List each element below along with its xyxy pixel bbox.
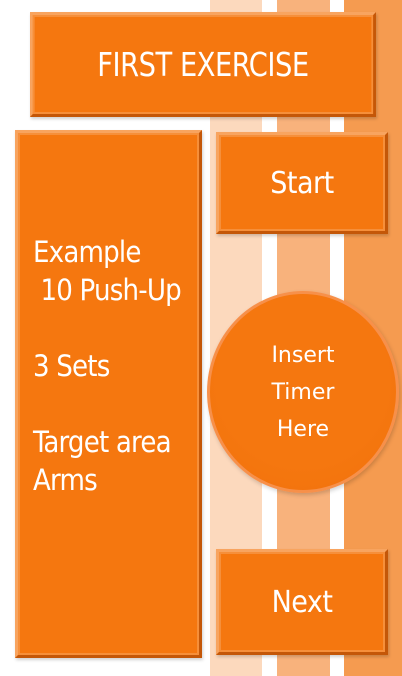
timer-placeholder: Insert Timer Here: [207, 291, 399, 493]
exercise-reps: 10 Push-Up: [33, 273, 181, 307]
timer-text-line-1: Insert: [271, 342, 335, 368]
target-area-label: Target area: [33, 425, 172, 459]
timer-text-line-2: Timer: [271, 379, 335, 405]
page-title: FIRST EXERCISE: [30, 12, 376, 117]
start-button-label: Start: [270, 165, 334, 201]
next-button[interactable]: Next: [216, 549, 388, 655]
next-button-label: Next: [271, 584, 333, 620]
spacer: [33, 309, 199, 347]
target-area-value: Arms: [33, 463, 98, 497]
start-button[interactable]: Start: [216, 132, 388, 234]
spacer: [33, 385, 199, 423]
exercise-example-label: Example: [33, 235, 141, 269]
exercise-sets: 3 Sets: [33, 349, 110, 383]
page-title-text: FIRST EXERCISE: [97, 45, 309, 84]
exercise-details-panel: Example 10 Push-Up 3 Sets Target area Ar…: [15, 130, 202, 658]
timer-text-line-3: Here: [276, 416, 330, 442]
